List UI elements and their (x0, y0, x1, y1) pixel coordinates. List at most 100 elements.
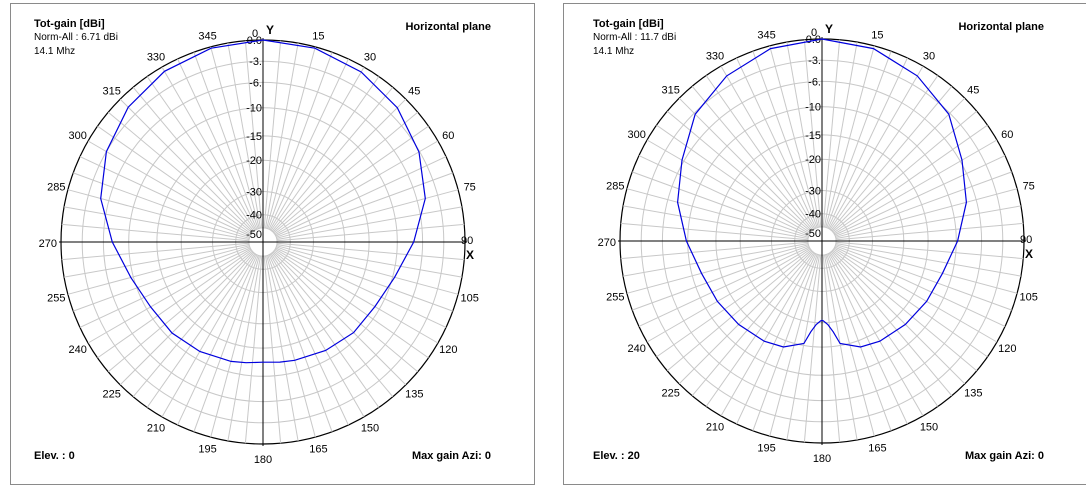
grid-spoke (79, 247, 251, 328)
grid-spoke (835, 188, 1018, 238)
chart-title: Tot-gain [dBi] (593, 18, 664, 30)
radiation-pattern-curve (676, 38, 968, 348)
angle-label: 345 (757, 29, 775, 41)
grid-spoke (828, 65, 924, 230)
grid-spoke (803, 39, 822, 227)
grid-spoke (826, 51, 892, 228)
grid-spoke (830, 251, 953, 397)
angle-label: 120 (439, 344, 457, 356)
grid-spoke (267, 255, 333, 432)
grid-spoke (97, 249, 252, 359)
grid-spoke (271, 86, 394, 232)
angle-label: 30 (364, 52, 376, 64)
grid-spoke (274, 125, 429, 235)
grid-spoke (736, 57, 817, 229)
grid-spoke (146, 76, 256, 231)
db-tick-label: -20 (805, 154, 821, 166)
polar-plot-1: 0 15 30 45 60 75 90 105 120 135 150 165 180 195 210 225… (39, 23, 479, 466)
grid-spoke (678, 97, 813, 232)
grid-spoke (632, 245, 809, 311)
angle-label: 165 (868, 443, 886, 455)
angle-label: 45 (408, 86, 420, 98)
grid-spoke (620, 222, 808, 241)
radiation-pattern-curve (100, 39, 426, 364)
angle-label: 0 (252, 28, 258, 40)
normalization-label: Norm-All : 6.71 dBi (34, 32, 118, 43)
grid-spoke (87, 140, 252, 236)
grid-spoke (273, 250, 419, 373)
grid-spoke (276, 244, 462, 278)
grid-spoke (832, 249, 978, 372)
grid-spoke (275, 156, 447, 237)
grid-spoke (107, 250, 253, 373)
y-axis-letter: Y (266, 23, 274, 37)
grid-spoke (623, 205, 809, 239)
grid-spoke (720, 252, 816, 417)
grid-spoke (831, 97, 966, 232)
grid-spoke (274, 248, 439, 344)
angle-label: 165 (309, 444, 327, 456)
normalization-label: Norm-All : 11.7 dBi (593, 32, 677, 43)
angle-label: 270 (598, 237, 616, 249)
grid-spoke (273, 111, 419, 234)
frequency-label: 14.1 Mhz (593, 46, 635, 57)
grid-spoke (73, 246, 250, 312)
grid-spoke (276, 189, 459, 239)
angle-label: 345 (198, 30, 216, 42)
angle-label: 315 (103, 86, 121, 98)
grid-spoke (79, 156, 251, 237)
grid-spoke (119, 98, 254, 233)
grid-spoke (646, 247, 811, 343)
grid-spoke (227, 43, 261, 229)
grid-spoke (193, 255, 259, 432)
grid-spoke (831, 250, 966, 385)
grid-spoke (61, 223, 249, 242)
grid-spoke (272, 98, 407, 233)
grid-spoke (826, 254, 892, 431)
grid-spoke (836, 241, 1024, 260)
grid-spoke (193, 52, 259, 229)
x-axis-letter: X (466, 248, 474, 262)
grid-spoke (666, 249, 812, 372)
angle-label: 285 (47, 182, 65, 194)
grid-spoke (270, 76, 380, 231)
grid-spoke (691, 251, 814, 397)
angle-label: 105 (461, 292, 479, 304)
db-tick-label: -6. (808, 76, 821, 88)
db-tick-label: -6. (249, 77, 262, 89)
angle-label: 90 (461, 235, 473, 247)
grid-spoke (263, 40, 282, 228)
grid-spoke (269, 66, 365, 231)
grid-spoke (835, 245, 1012, 311)
grid-spoke (638, 155, 810, 236)
angle-label: 150 (920, 421, 938, 433)
polar-chart-panel-1: 0 15 30 45 60 75 90 105 120 135 150 165 180 195 210 225… (10, 3, 535, 485)
grid-spoke (638, 246, 810, 327)
angle-label: 300 (69, 130, 87, 142)
angle-label: 210 (147, 422, 165, 434)
grid-spoke (833, 139, 998, 235)
grid-spoke (146, 253, 256, 408)
angle-label: 240 (628, 343, 646, 355)
max-gain-label: Max gain Azi: 0 (411, 450, 491, 462)
elevation-label: Elev. : 0 (34, 450, 75, 462)
angle-label: 60 (442, 130, 454, 142)
y-axis-letter: Y (825, 22, 833, 36)
angle-label: 330 (147, 52, 165, 64)
db-tick-label: -40 (246, 210, 262, 222)
grid-spoke (828, 252, 924, 417)
grid-spoke (822, 39, 841, 227)
grid-spoke (268, 58, 349, 230)
grid-spoke (836, 222, 1024, 241)
grid-spoke (678, 250, 813, 385)
grid-spoke (829, 252, 939, 407)
angle-label: 285 (606, 181, 624, 193)
angle-label: 75 (464, 182, 476, 194)
grid-spoke (61, 242, 249, 261)
grid-spoke (276, 245, 459, 295)
angle-label: 30 (923, 51, 935, 63)
angle-label: 75 (1023, 181, 1035, 193)
angle-label: 195 (757, 443, 775, 455)
max-gain-label: Max gain Azi: 0 (964, 450, 1044, 462)
grid-spoke (832, 110, 978, 233)
